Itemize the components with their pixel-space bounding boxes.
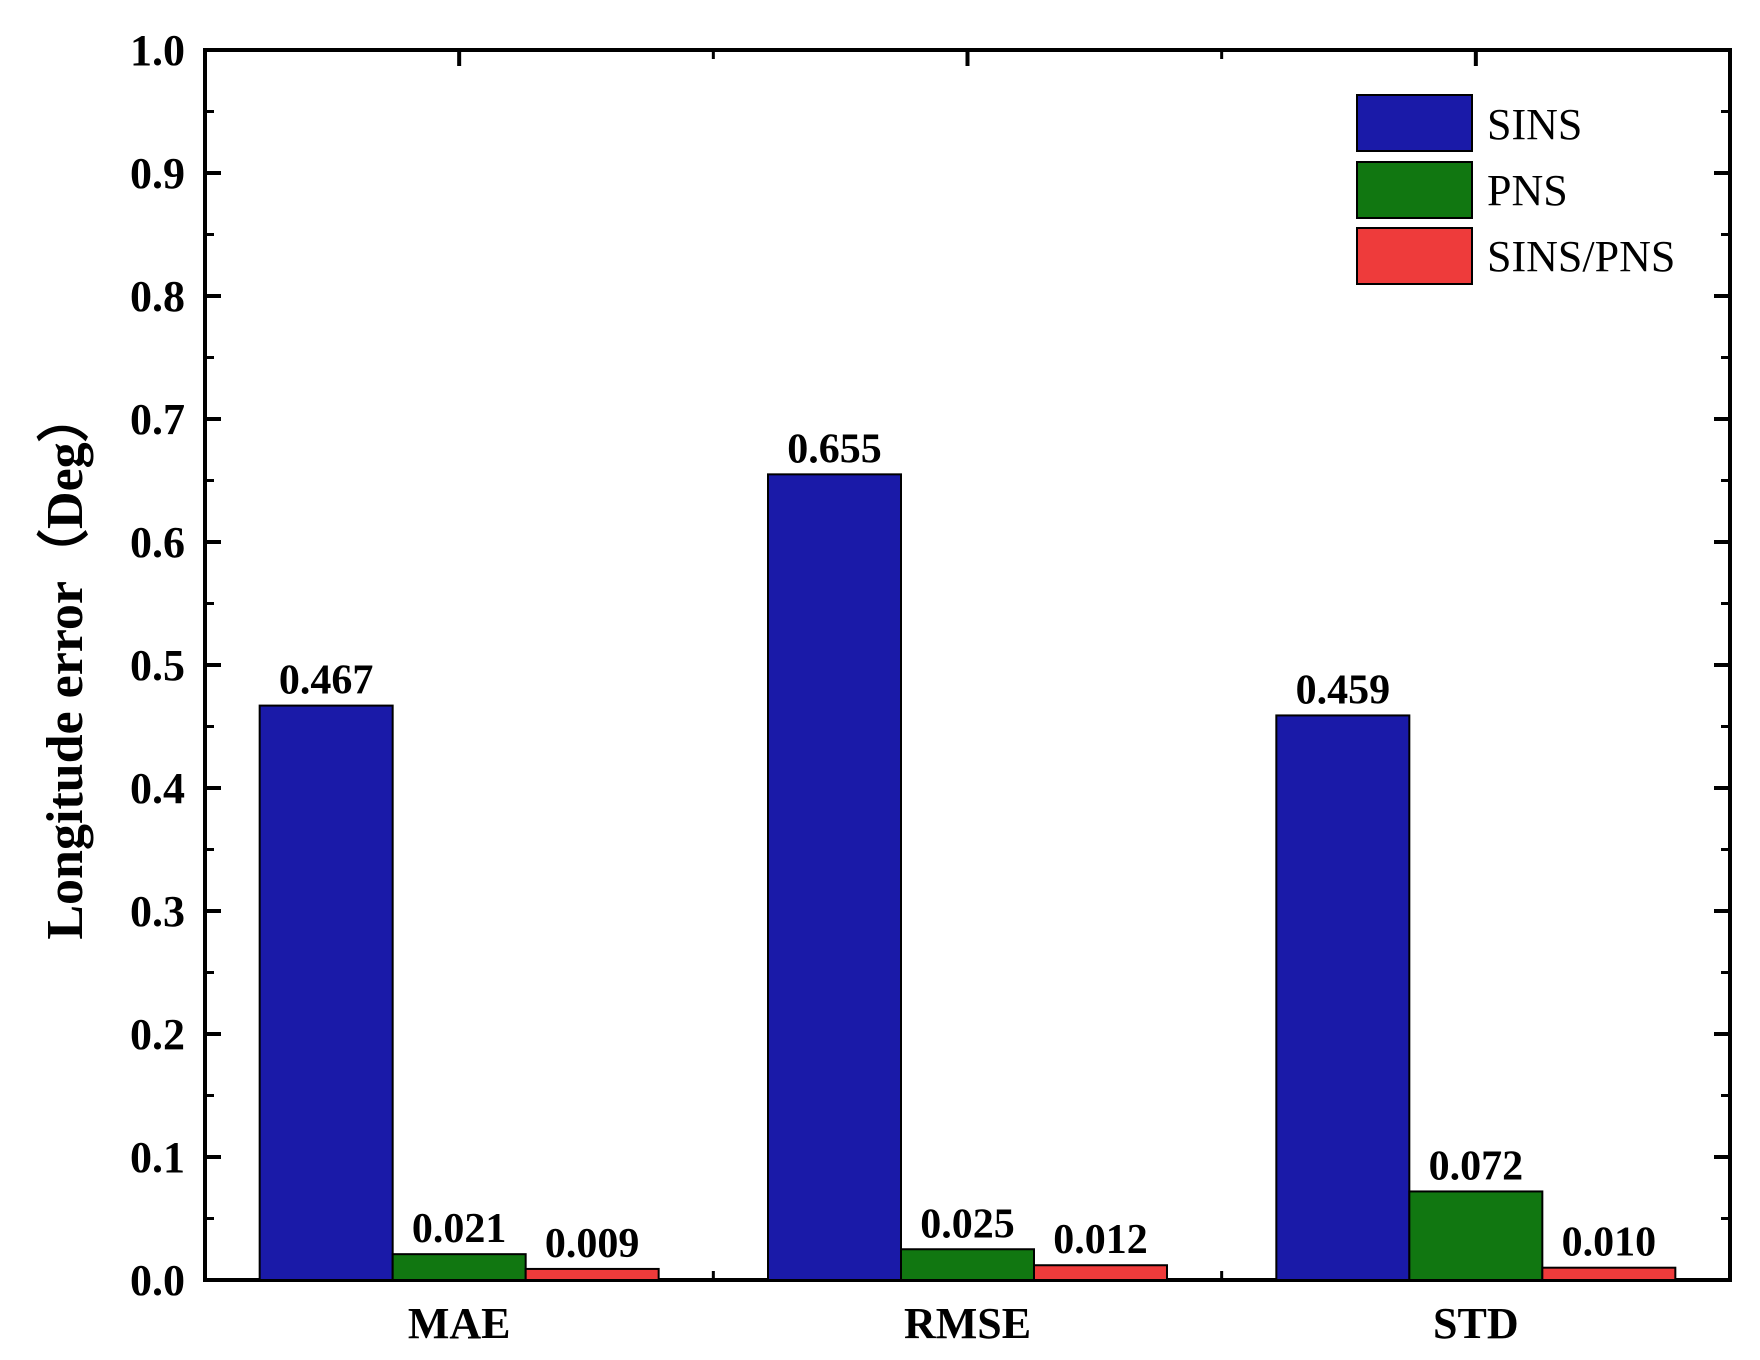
y-axis-title: Longitude error（Deg）: [36, 390, 94, 939]
y-tick-label: 0.6: [130, 518, 185, 567]
bar-sins-pns-std: [1541, 1266, 1677, 1281]
x-tick-label: RMSE: [904, 1299, 1031, 1348]
legend-label-pns: PNS: [1487, 166, 1568, 215]
y-tick-label: 1.0: [130, 26, 185, 75]
data-labels: 0.467 0.021 0.009 0.655 0.025 0.012 0.459 0.072…: [279, 426, 1656, 1267]
y-tick-label: 0.8: [130, 272, 185, 321]
data-label: 0.025: [920, 1201, 1015, 1247]
y-tick-label: 0.3: [130, 887, 185, 936]
legend-label-sins-pns: SINS/PNS: [1487, 232, 1675, 281]
y-tick-label: 0.1: [130, 1133, 185, 1182]
legend-label-sins: SINS: [1487, 100, 1582, 149]
y-tick-label: 0.5: [130, 641, 185, 690]
legend-swatch-sins: [1356, 94, 1473, 152]
x-tick-label: STD: [1433, 1299, 1519, 1348]
bar-pns-mae: [391, 1253, 527, 1282]
legend: SINS PNS SINS/PNS: [1356, 94, 1675, 285]
data-label: 0.459: [1296, 667, 1391, 713]
axis-ticks: [205, 48, 1730, 1282]
data-label: 0.021: [412, 1206, 507, 1252]
bar-sins-pns-mae: [524, 1267, 660, 1282]
data-label: 0.072: [1429, 1143, 1524, 1189]
y-tick-label: 0.0: [130, 1256, 185, 1305]
y-tick-label: 0.7: [130, 395, 185, 444]
data-label: 0.467: [279, 658, 374, 704]
x-tick-labels: MAE RMSE STD: [408, 1299, 1519, 1348]
legend-swatch-pns: [1356, 161, 1473, 219]
y-tick-label: 0.9: [130, 149, 185, 198]
bar-pns-rmse: [900, 1248, 1035, 1281]
legend-swatch-sins-pns: [1356, 227, 1473, 285]
y-tick-label: 0.4: [130, 764, 185, 813]
y-tick-label: 0.2: [130, 1010, 185, 1059]
data-label: 0.009: [545, 1221, 640, 1267]
bars: [258, 473, 1677, 1282]
bar-pns-std: [1408, 1190, 1544, 1281]
bar-sins-std: [1275, 714, 1411, 1281]
data-label: 0.012: [1053, 1217, 1148, 1263]
bar-sins-mae: [258, 704, 394, 1281]
bar-sins-rmse: [767, 473, 902, 1282]
data-label: 0.655: [787, 426, 882, 472]
data-label: 0.010: [1562, 1220, 1657, 1266]
y-tick-labels: 0.0 0.1 0.2 0.3 0.4 0.5 0.6 0.7 0.8 0.9 1.0: [130, 26, 185, 1305]
bar-sins-pns-rmse: [1033, 1264, 1168, 1281]
x-tick-label: MAE: [408, 1299, 511, 1348]
